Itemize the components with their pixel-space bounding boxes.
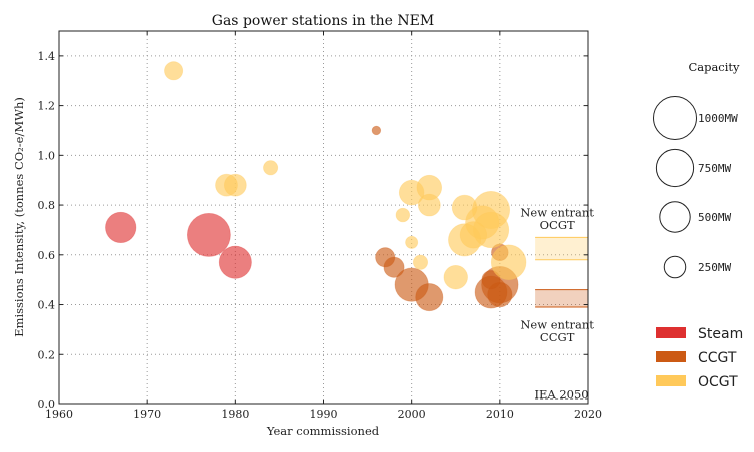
data-point-steam [186, 213, 231, 257]
fuel-legend-swatch [656, 327, 686, 338]
data-point-ocgt [223, 173, 247, 197]
data-point-steam [218, 245, 252, 279]
data-point-ocgt [412, 254, 429, 270]
x-tick-label: 2010 [486, 408, 514, 421]
fuel-legend-swatch [656, 375, 686, 386]
x-tick-label: 2000 [398, 408, 426, 421]
y-tick-label: 1.4 [38, 50, 56, 63]
data-point-ocgt [405, 235, 419, 249]
data-point-ocgt [417, 193, 441, 217]
band-fill [535, 237, 588, 260]
x-axis-title: Year commissioned [266, 424, 380, 438]
capacity-legend-marker [655, 148, 695, 188]
capacity-legend-label: 750MW [698, 162, 731, 175]
y-tick-label: 0.8 [38, 199, 56, 212]
data-point-ocgt [459, 221, 488, 249]
capacity-legend-title: Capacity [688, 60, 740, 74]
fuel-legend-label: OCGT [698, 374, 738, 390]
data-point-ccgt [487, 282, 513, 308]
annotation-text: New entrant [520, 317, 594, 331]
annotation-text: CCGT [540, 330, 575, 344]
x-tick-label: 1960 [45, 408, 73, 421]
y-tick-label: 1.2 [38, 100, 56, 113]
fuel-legend-label: Steam [698, 326, 743, 342]
annotation-text: OCGT [540, 218, 575, 232]
data-point-ocgt [164, 61, 184, 81]
capacity-legend-marker [659, 201, 691, 233]
data-point-ocgt [395, 207, 411, 223]
chart-title: Gas power stations in the NEM [212, 13, 434, 29]
capacity-legend-label: 250MW [698, 261, 731, 274]
data-point-ocgt [490, 244, 527, 280]
annotation-text: New entrant [520, 206, 594, 220]
y-tick-label: 0.2 [38, 348, 56, 361]
data-point-ccgt [371, 125, 382, 136]
plot-frame [58, 30, 589, 405]
capacity-legend-marker [653, 96, 697, 140]
data-point-steam [105, 211, 137, 244]
data-point-ocgt [451, 194, 478, 221]
y-tick-label: 1.0 [38, 149, 56, 162]
x-tick-label: 2020 [574, 408, 602, 421]
x-tick-label: 1980 [221, 408, 249, 421]
capacity-legend-marker [663, 255, 687, 279]
data-point-ccgt [415, 283, 444, 312]
annotation-text: IEA 2050 [534, 387, 588, 401]
capacity-legend-label: 500MW [698, 211, 731, 224]
y-tick-label: 0.4 [38, 299, 56, 312]
capacity-legend-label: 1000MW [698, 112, 738, 125]
x-tick-label: 1990 [310, 408, 338, 421]
x-tick-label: 1970 [133, 408, 161, 421]
fuel-legend-swatch [656, 351, 686, 362]
data-point-ocgt [263, 160, 279, 176]
y-tick-label: 0.0 [38, 398, 56, 411]
fuel-legend-label: CCGT [698, 350, 737, 366]
data-point-ocgt [443, 265, 468, 290]
y-axis-title: Emissions Intensity, (tonnes CO₂-e/MWh) [12, 97, 26, 337]
band-fill [535, 289, 588, 308]
data-point-ccgt [481, 270, 501, 290]
data-point-ccgt [375, 247, 396, 268]
y-tick-label: 0.6 [38, 249, 56, 262]
